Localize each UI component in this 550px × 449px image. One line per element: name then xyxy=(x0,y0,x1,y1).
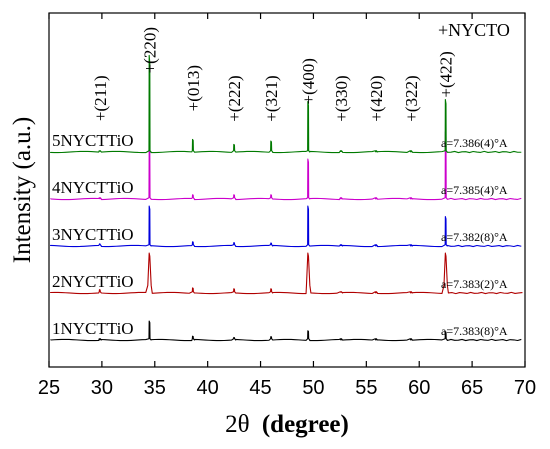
x-axis-label: 2θ (degree) xyxy=(225,411,349,438)
series-name-label: 2NYCTTiO xyxy=(52,272,134,291)
peak-label: +(222) xyxy=(225,75,244,121)
series-name-label: 3NYCTTiO xyxy=(52,225,134,244)
lattice-label: a=7.383(2)°A xyxy=(441,277,508,291)
lattice-label: a=7.385(4)°A xyxy=(441,183,508,197)
lattice-label: a=7.382(8)°A xyxy=(441,230,508,244)
peak-label: +(013) xyxy=(184,65,203,111)
x-tick-label: 35 xyxy=(144,377,166,399)
series-name-label: 1NYCTTiO xyxy=(52,319,134,338)
series-line xyxy=(50,54,522,154)
peak-label-layer: +(211) +(220) +(013) +(222) +(321) +(400) +(33… xyxy=(91,27,456,122)
peak-label: +(322) xyxy=(402,75,421,121)
legend-label: +NYCTO xyxy=(438,20,510,40)
x-tick-layer: 25 30 35 40 45 50 55 60 65 70 xyxy=(38,13,536,399)
series-label-layer: 1NYCTTiO a=7.383(8)°A 2NYCTTiO a=7.383(2)°A… xyxy=(52,131,508,338)
series-line xyxy=(50,252,523,295)
x-tick-label: 65 xyxy=(461,377,483,399)
peak-label: +(220) xyxy=(140,27,159,73)
x-tick-label: 60 xyxy=(408,377,430,399)
x-tick-label: 40 xyxy=(197,377,219,399)
series-line xyxy=(50,131,522,201)
series-line xyxy=(50,205,522,248)
x-tick-label: 30 xyxy=(91,377,113,399)
peak-label: +(420) xyxy=(367,75,386,121)
series-name-label: 4NYCTTiO xyxy=(52,178,134,197)
x-axis-label-unit: (degree) xyxy=(262,411,349,438)
series-layer xyxy=(50,54,523,342)
peak-label: +(422) xyxy=(437,51,456,97)
peak-label: +(330) xyxy=(332,75,351,121)
x-tick-label: 25 xyxy=(38,377,60,399)
series-name-label: 5NYCTTiO xyxy=(52,131,134,150)
plot-frame xyxy=(48,12,526,368)
x-tick-label: 70 xyxy=(514,377,536,399)
peak-label: +(211) xyxy=(91,75,110,121)
peak-label: +(321) xyxy=(262,75,281,121)
peak-label: +(400) xyxy=(299,58,318,104)
x-tick-label: 55 xyxy=(355,377,377,399)
x-axis-label-symbol: 2θ xyxy=(225,411,249,438)
x-tick-label: 50 xyxy=(302,377,324,399)
y-axis-label: Intensity (a.u.) xyxy=(9,117,36,263)
lattice-label: a=7.386(4)°A xyxy=(441,136,508,150)
x-tick-label: 45 xyxy=(249,377,271,399)
lattice-label: a=7.383(8)°A xyxy=(441,324,508,338)
series-line xyxy=(50,320,522,342)
